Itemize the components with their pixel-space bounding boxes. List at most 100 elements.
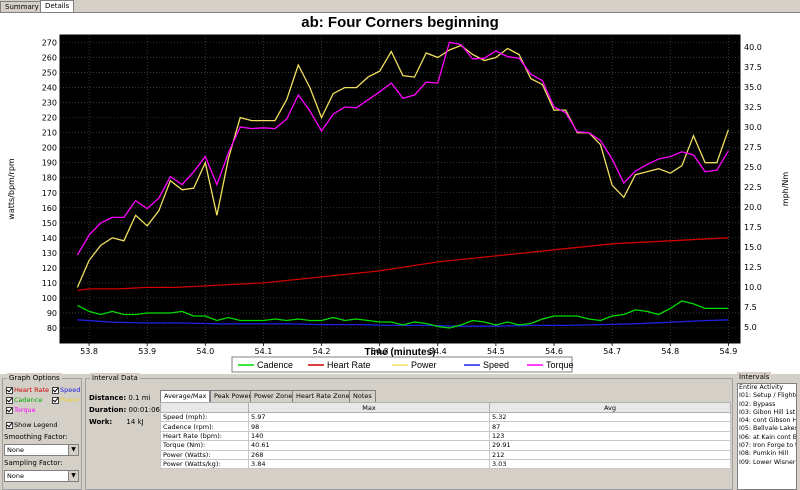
row-label: Power (Watts/kg): (160, 458, 249, 470)
checkbox-heart-rate-box[interactable] (6, 386, 13, 394)
sampling-factor-label: Sampling Factor: (4, 459, 63, 467)
table-row[interactable]: Cadence (rpm): 98 87 (160, 421, 731, 432)
duration-row: Duration: 00:01:06 (89, 406, 160, 414)
checkbox-show-legend-box[interactable] (6, 421, 13, 429)
table-row[interactable]: Torque (Nm): 40.61 29.91 (160, 440, 731, 451)
list-item[interactable]: I05: Bellvale Lakes (739, 425, 797, 433)
checkbox-speed-box[interactable] (52, 386, 59, 394)
tab-summary[interactable]: Summary (0, 1, 44, 12)
y-right-tick-label: 12.5 (744, 263, 762, 272)
distance-label: Distance: (89, 394, 127, 402)
row-avg: 87 (489, 421, 731, 432)
list-item[interactable]: I09: Lower Wisner (739, 458, 796, 466)
list-item[interactable]: I08: Pumkin Hill (739, 450, 789, 458)
list-item[interactable]: I06: at Kain cont Be (739, 433, 797, 441)
checkbox-torque[interactable]: Torque (6, 406, 36, 414)
y-right-axis-label: mph/Nm (781, 172, 790, 207)
list-item[interactable]: Entire Activity (739, 384, 784, 391)
distance-value: 0.1 mi (128, 394, 151, 402)
row-max: 140 (248, 430, 490, 442)
subtab-peak-power[interactable]: Peak Power (210, 390, 256, 402)
y-left-tick-label: 170 (42, 189, 57, 198)
column-header-max: Max (248, 402, 490, 413)
tab-details[interactable]: Details (40, 0, 75, 12)
sampling-factor-value: None (7, 472, 24, 480)
list-item[interactable]: I07: Iron Forge to t (739, 442, 797, 450)
table-row[interactable]: Power (Watts/kg): 3.84 3.03 (160, 458, 731, 470)
y-right-tick-label: 35.0 (744, 83, 762, 92)
main-tabs: Summary Details (0, 0, 800, 12)
checkbox-heart-rate[interactable]: Heart Rate (6, 386, 49, 394)
y-left-tick-label: 250 (42, 69, 57, 78)
x-axis-label: Time (minutes) (365, 347, 436, 358)
list-item[interactable]: I04: cont Gibson Hill (739, 417, 797, 425)
row-label: Torque (Nm): (160, 440, 249, 451)
checkbox-show-legend[interactable]: Show Legend (6, 421, 57, 429)
x-tick-label: 54.9 (719, 347, 737, 356)
work-label: Work: (89, 418, 113, 426)
chevron-down-icon[interactable]: ▼ (68, 471, 78, 481)
plot-border (59, 34, 741, 344)
list-item[interactable]: I03: Gibon Hill 1st hi (739, 408, 797, 416)
smoothing-factor-label: Smoothing Factor: (4, 433, 68, 441)
legend-label-speed: Speed (483, 360, 509, 370)
y-right-tick-label: 25.0 (744, 163, 762, 172)
row-max: 98 (248, 421, 490, 432)
checkbox-heart-rate-label: Heart Rate (14, 386, 50, 394)
intervals-group: Intervals (735, 372, 799, 490)
y-left-tick-label: 160 (42, 204, 57, 213)
series-line-torque (76, 41, 729, 256)
sampling-factor-select[interactable]: None ▼ (4, 470, 79, 482)
x-tick-label: 54.0 (196, 347, 214, 356)
legend-label-torque: Torque (546, 360, 574, 370)
table-row[interactable]: Power (Watts): 268 212 (160, 449, 731, 460)
row-avg: 29.91 (489, 440, 731, 451)
y-left-tick-label: 120 (42, 264, 57, 273)
list-item[interactable]: I01: Setup / Flightdr (739, 392, 797, 400)
row-label: Power (Watts): (160, 449, 249, 460)
subtab-heart-rate-zone[interactable]: Heart Rate Zone (292, 390, 354, 402)
checkbox-torque-box[interactable] (6, 406, 13, 414)
list-item[interactable]: I02: Bypass (739, 400, 776, 408)
y-left-tick-label: 230 (42, 99, 57, 108)
checkbox-power[interactable]: Power (52, 396, 80, 404)
subtab-average-max[interactable]: Average/Max (160, 390, 211, 402)
subtab-notes[interactable]: Notes (349, 390, 376, 402)
row-avg: 5.32 (489, 411, 731, 423)
legend-label-power: Power (411, 360, 437, 370)
x-tick-label: 54.7 (603, 347, 621, 356)
checkbox-speed[interactable]: Speed (52, 386, 80, 394)
y-right-tick-label: 7.5 (744, 303, 757, 312)
work-value: 14 (126, 418, 136, 426)
distance-row: Distance: 0.1 mi (89, 394, 151, 402)
interval-data-title: Interval Data (90, 373, 140, 383)
y-left-axis-label: watts/bpm/rpm (7, 158, 16, 220)
y-left-tick-label: 150 (42, 219, 57, 228)
chart-title: ab: Four Corners beginning (301, 14, 499, 31)
smoothing-factor-select[interactable]: None ▼ (4, 444, 79, 456)
x-tick-label: 54.3 (371, 347, 389, 356)
checkbox-show-legend-label: Show Legend (14, 421, 58, 429)
checkbox-power-box[interactable] (52, 396, 59, 404)
intervals-list[interactable]: Entire Activity I01: Setup / Flightdr I0… (737, 383, 797, 490)
column-header-avg: Avg (489, 402, 731, 413)
chevron-down-icon[interactable]: ▼ (68, 445, 78, 455)
checkbox-cadence[interactable]: Cadence (6, 396, 42, 404)
intervals-title: Intervals (737, 372, 772, 382)
table-row[interactable]: Heart Rate (bpm): 140 123 (160, 430, 731, 442)
work-row: Work: 14 kJ (89, 418, 144, 426)
x-tick-label: 53.9 (138, 347, 156, 356)
row-max: 40.61 (248, 440, 490, 451)
work-unit: kJ (137, 418, 144, 426)
x-tick-label: 54.4 (429, 347, 447, 356)
table-row[interactable]: Speed (mph): 5.97 5.32 (160, 411, 731, 423)
x-tick-label: 54.8 (661, 347, 679, 356)
x-tick-label: 54.6 (545, 347, 563, 356)
series-line-heart-rate (77, 237, 729, 292)
duration-value: 00:01:06 (128, 406, 160, 414)
y-left-tick-label: 210 (42, 129, 57, 138)
y-right-tick-label: 10.0 (744, 283, 762, 292)
table-header-row: Max Avg (160, 402, 731, 413)
subtab-power-zone[interactable]: Power Zone (250, 390, 297, 402)
checkbox-cadence-box[interactable] (6, 396, 13, 404)
